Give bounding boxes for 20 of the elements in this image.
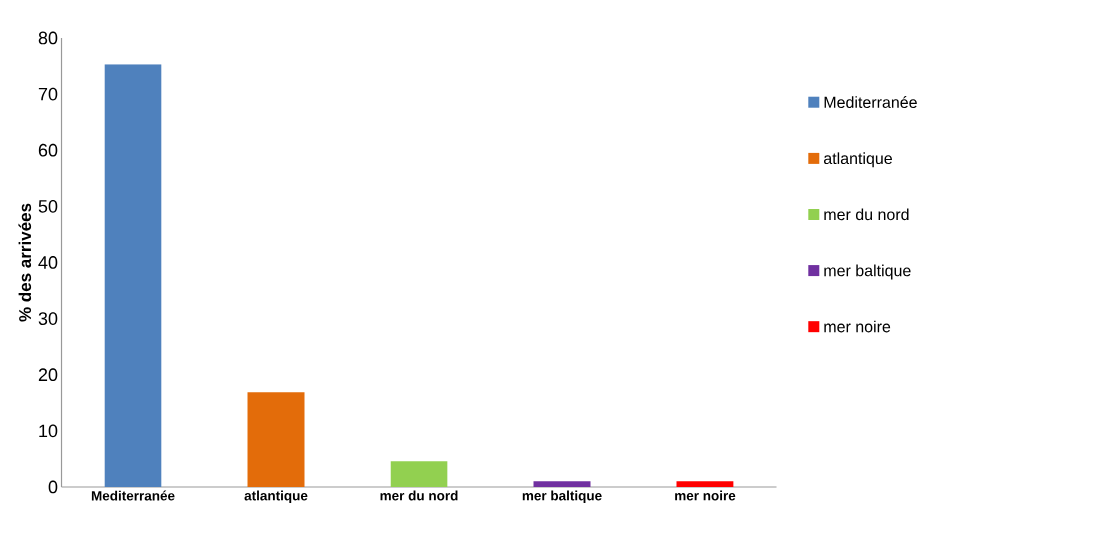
y-axis-title: % des arrivées <box>18 203 32 322</box>
y-tick-label: 50 <box>38 199 58 213</box>
legend-label: Mediterranée <box>824 96 917 109</box>
legend-label: mer baltique <box>824 264 911 280</box>
y-tick-label: 60 <box>38 143 58 157</box>
x-tick-label: mer noire <box>675 490 736 501</box>
legend-label: mer noire <box>824 320 891 333</box>
x-tick-label: mer baltique <box>522 490 602 504</box>
y-tick-label: 80 <box>38 31 58 45</box>
y-tick-label: 20 <box>38 368 58 382</box>
y-tick-label: 40 <box>38 256 58 269</box>
x-tick-label: Mediterranée <box>91 490 175 501</box>
y-tick-label: 0 <box>48 480 58 494</box>
legend-label: atlantique <box>823 152 892 168</box>
y-tick-label: 10 <box>39 424 58 438</box>
y-tick-label: 30 <box>38 312 58 325</box>
legend-label: mer du nord <box>824 208 909 221</box>
y-tick-label: 70 <box>38 87 58 101</box>
x-tick-label: mer du nord <box>380 490 458 501</box>
x-tick-label: atlantique <box>244 490 308 504</box>
